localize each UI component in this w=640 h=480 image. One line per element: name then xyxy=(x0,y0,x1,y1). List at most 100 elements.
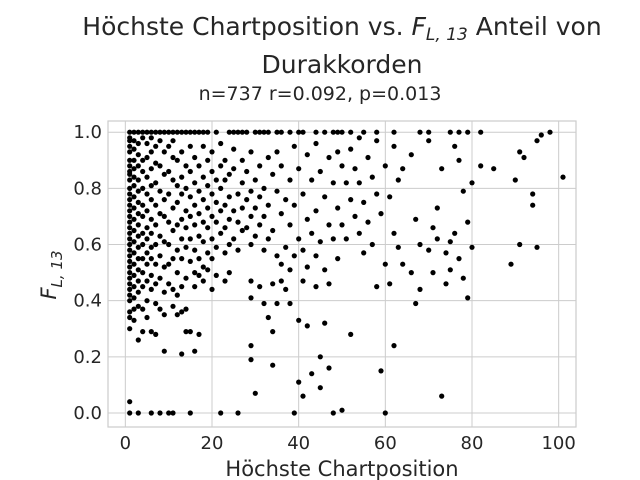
data-point xyxy=(257,284,263,290)
data-point xyxy=(218,185,224,191)
data-point xyxy=(127,230,133,236)
data-point xyxy=(127,298,133,304)
plot-frame xyxy=(107,120,577,428)
data-point xyxy=(439,393,445,399)
data-point xyxy=(265,202,271,208)
data-point xyxy=(222,202,228,208)
data-point xyxy=(222,250,228,256)
data-point xyxy=(270,281,276,287)
data-point xyxy=(317,354,323,360)
data-point xyxy=(131,194,137,200)
title-line-1: Höchste Chartposition vs. FL, 13 Anteil … xyxy=(0,12,640,50)
data-point xyxy=(144,154,150,161)
data-point xyxy=(148,183,154,189)
data-point xyxy=(127,292,133,298)
data-point xyxy=(135,163,141,169)
y-tick-label: 0.2 xyxy=(73,347,102,368)
data-point xyxy=(265,129,271,135)
data-point xyxy=(140,284,146,290)
data-point xyxy=(330,129,336,135)
data-point xyxy=(226,129,232,135)
data-point xyxy=(131,157,137,163)
data-point xyxy=(257,129,263,135)
data-point xyxy=(530,191,536,197)
title-rest: Anteil von xyxy=(467,12,602,41)
data-point xyxy=(153,222,159,228)
data-point xyxy=(374,284,380,290)
data-point xyxy=(369,241,375,248)
data-point xyxy=(313,284,319,290)
data-point xyxy=(378,368,384,374)
data-point xyxy=(200,197,206,203)
data-point xyxy=(352,213,358,219)
data-point xyxy=(127,185,133,191)
data-point xyxy=(374,138,380,144)
data-point xyxy=(183,208,189,214)
data-point xyxy=(170,138,176,144)
data-point xyxy=(192,284,198,290)
data-point xyxy=(135,177,141,183)
data-point xyxy=(183,329,189,335)
data-point xyxy=(135,410,141,416)
data-point xyxy=(534,138,540,144)
data-point xyxy=(430,225,436,231)
data-point xyxy=(127,281,133,287)
data-point xyxy=(196,211,202,217)
data-point xyxy=(127,213,133,219)
data-point xyxy=(313,208,319,214)
data-point xyxy=(205,267,211,273)
data-point xyxy=(348,197,354,203)
data-point xyxy=(434,236,440,242)
data-point xyxy=(222,225,228,231)
data-point xyxy=(291,143,297,149)
data-point xyxy=(291,202,297,208)
data-point xyxy=(209,236,215,242)
data-point xyxy=(131,306,137,312)
data-point xyxy=(127,202,133,208)
data-point xyxy=(317,239,323,245)
data-point xyxy=(196,188,202,194)
data-point xyxy=(183,163,189,169)
data-point xyxy=(205,250,211,256)
data-point xyxy=(144,236,150,242)
data-point xyxy=(200,174,206,180)
y-tick-label: 0.6 xyxy=(73,235,102,256)
data-point xyxy=(226,241,232,248)
data-point xyxy=(287,129,293,135)
data-point xyxy=(278,211,284,217)
data-point xyxy=(170,205,176,211)
data-point xyxy=(296,379,302,385)
data-point xyxy=(335,129,341,135)
data-point xyxy=(252,177,258,183)
data-point xyxy=(170,256,176,262)
data-point xyxy=(157,188,163,194)
y-tick-labels: 0.0 0.2 0.4 0.6 0.8 1.0 xyxy=(73,122,102,424)
data-point xyxy=(417,129,423,135)
data-point xyxy=(205,205,211,211)
data-point xyxy=(265,236,271,242)
data-point xyxy=(244,129,250,135)
data-point xyxy=(439,166,445,172)
data-point xyxy=(400,261,406,267)
data-point xyxy=(144,140,150,147)
data-point xyxy=(335,205,341,211)
data-point xyxy=(187,143,193,149)
data-point xyxy=(508,261,514,267)
data-point xyxy=(127,247,133,253)
data-point xyxy=(361,129,367,135)
data-point xyxy=(161,264,167,270)
data-point xyxy=(148,286,154,292)
data-point xyxy=(309,230,315,236)
data-point xyxy=(248,278,254,284)
data-point xyxy=(218,140,224,147)
data-point xyxy=(131,284,137,290)
data-point xyxy=(157,163,163,169)
data-point xyxy=(157,306,163,312)
data-point xyxy=(265,314,271,321)
data-point xyxy=(339,222,345,228)
data-point xyxy=(205,225,211,231)
data-point xyxy=(391,143,397,149)
data-point xyxy=(339,129,345,135)
data-point xyxy=(465,295,471,301)
data-point xyxy=(378,211,384,217)
